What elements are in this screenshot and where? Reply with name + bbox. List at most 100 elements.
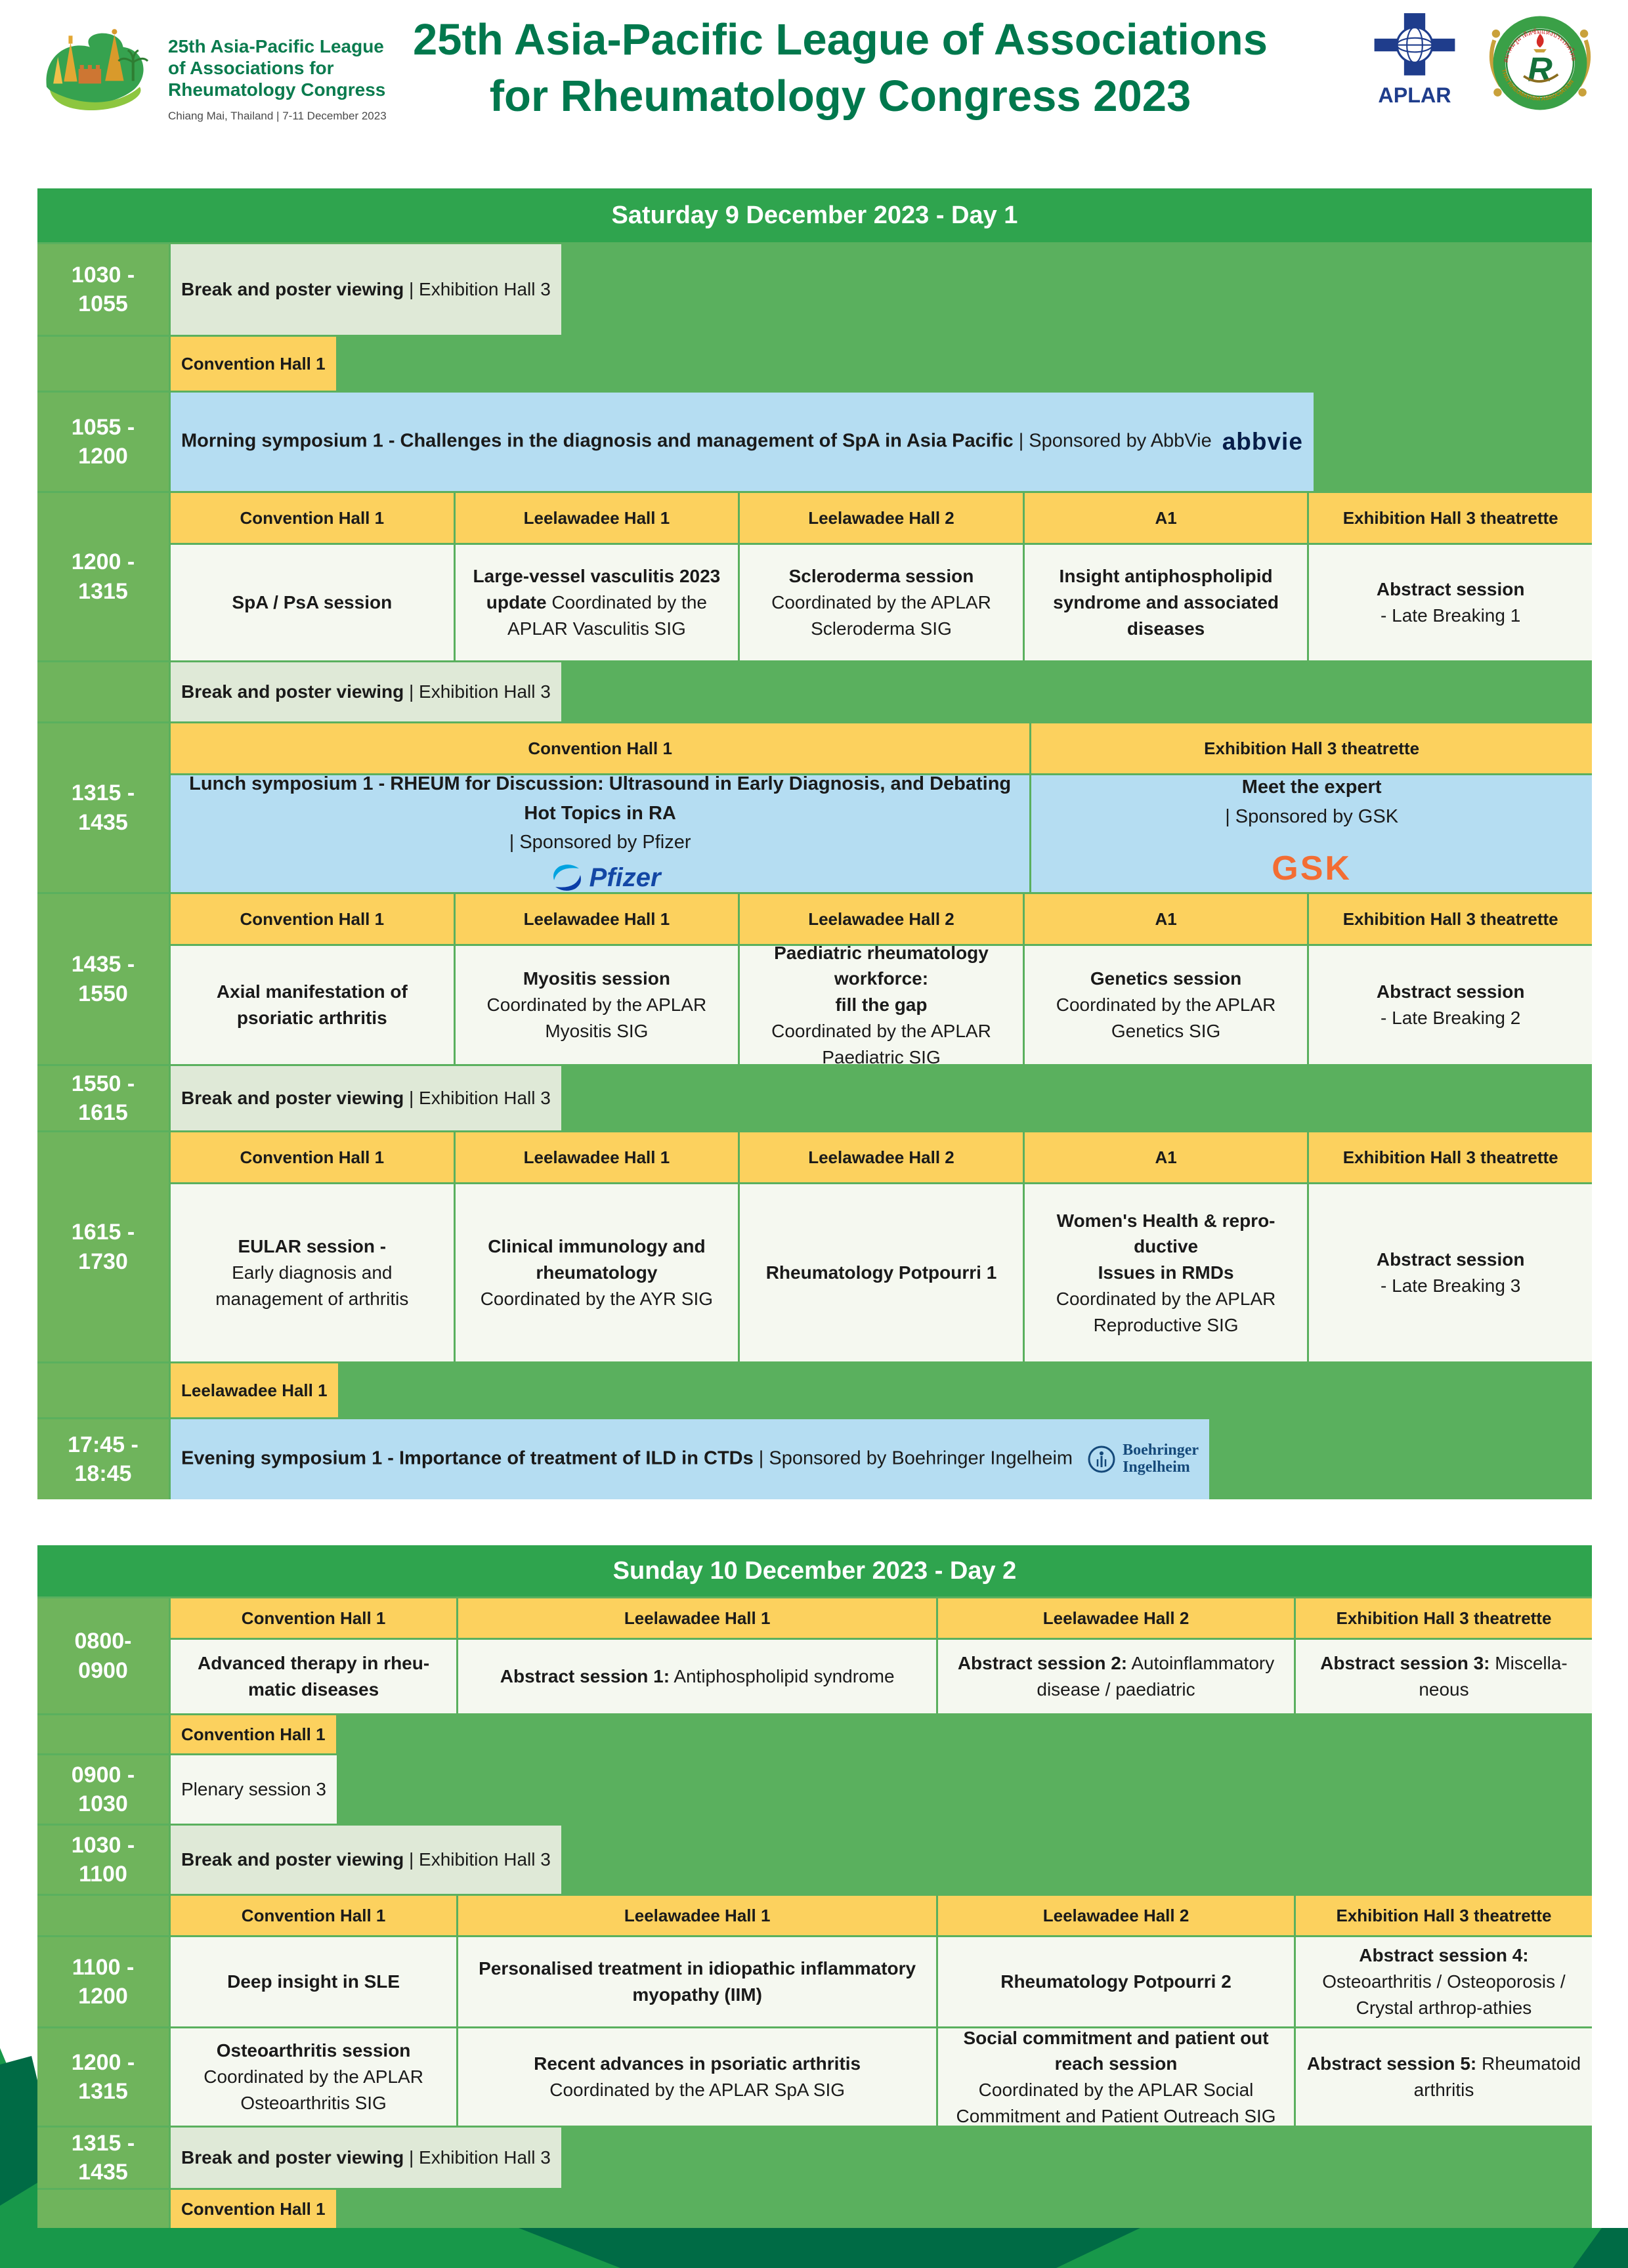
time-label-1315: 1315 - 1435 bbox=[37, 2128, 169, 2188]
hall-header: Leelawadee Hall 1 bbox=[458, 1896, 937, 1935]
gsk-logo: GSK bbox=[1272, 849, 1352, 888]
session-cell: Genetics session Coordinated by the APLAR… bbox=[1024, 946, 1308, 1064]
boehringer-ingelheim-logo: Boehringer Ingelheim bbox=[1087, 1442, 1199, 1476]
session-row: Axial manifestation of psoriatic arthrit… bbox=[171, 943, 1592, 1067]
session-cell: Abstract session 3: Miscella-neous bbox=[1295, 1640, 1592, 1713]
hall-bar-label: Convention Hall 1 bbox=[181, 1724, 326, 1744]
session-cell: EULAR session - Early diagnosis and manag… bbox=[171, 1184, 454, 1361]
symposium-title: Lunch symposium 1 - RHEUM for Discussion… bbox=[189, 773, 1012, 824]
hall-bar-label: Leelawadee Hall 1 bbox=[181, 1380, 328, 1400]
day2-header-label: Sunday 10 December 2023 - Day 2 bbox=[612, 1556, 1017, 1585]
aplar-logo: APLAR bbox=[1365, 9, 1464, 111]
break-row: Break and poster viewing | Exhibition Ha… bbox=[171, 244, 561, 335]
time-label-1200: 1200 - 1315 bbox=[37, 493, 169, 660]
time-spacer bbox=[37, 1715, 169, 1753]
day2-hall-bar-convention: Convention Hall 1 bbox=[37, 1715, 1592, 1753]
session-cell: Insight antiphospholipid syndrome and as… bbox=[1024, 545, 1308, 660]
session-cell: Clinical immunology and rheumatology Coor… bbox=[455, 1184, 739, 1361]
session-cell: Abstract session - Late Breaking 2 bbox=[1309, 946, 1592, 1064]
meet-the-expert-cell: Meet the expert | Sponsored by GSK GSK bbox=[1031, 775, 1592, 892]
hall-bar: Convention Hall 1 bbox=[171, 337, 336, 391]
plenary-row: Plenary session 3 bbox=[171, 1755, 337, 1824]
thai-rheumatism-association-logo: R สมาคมรูมาติสซั่มแห่งประเทศไทย THAI RHE… bbox=[1489, 16, 1591, 110]
hall-bar: Convention Hall 1 bbox=[171, 1715, 336, 1753]
day2-band-0800: 0800- 0900 Convention Hall 1 Leelawadee … bbox=[37, 1598, 1592, 1713]
day2-header: Sunday 10 December 2023 - Day 2 bbox=[37, 1545, 1592, 1596]
time-label-1055: 1055 - 1200 bbox=[37, 393, 169, 491]
hall-header: Leelawadee Hall 2 bbox=[740, 1132, 1023, 1182]
hall-header: Convention Hall 1 bbox=[171, 493, 454, 543]
page-title-line-1: 25th Asia-Pacific League of Associations bbox=[413, 15, 1268, 64]
day2-hall-header-band: Convention Hall 1 Leelawadee Hall 1 Leel… bbox=[37, 1896, 1592, 1935]
hall-header: A1 bbox=[1024, 493, 1308, 543]
session-cell: SpA / PsA session bbox=[171, 545, 454, 660]
hall-bar-label: Convention Hall 1 bbox=[181, 353, 326, 374]
session-row: Deep insight in SLE Personalised treatme… bbox=[171, 1937, 1592, 2026]
hall-header-row-split: Convention Hall 1 Exhibition Hall 3 thea… bbox=[171, 723, 1592, 773]
hall-header: Convention Hall 1 bbox=[171, 1598, 457, 1638]
break-row: Break and poster viewing | Exhibition Ha… bbox=[171, 1826, 561, 1894]
aplar-label: APLAR bbox=[1378, 83, 1451, 107]
plenary-label: Plenary session 3 bbox=[181, 1779, 327, 1800]
hall-header: Convention Hall 1 bbox=[171, 1132, 454, 1182]
hall-header: Exhibition Hall 3 theatrette bbox=[1031, 723, 1592, 773]
hall-header: Leelawadee Hall 1 bbox=[455, 1132, 739, 1182]
time-spacer bbox=[37, 662, 169, 721]
hall-header: Convention Hall 1 bbox=[171, 723, 1030, 773]
lunch-symposium-cell: Lunch symposium 1 - RHEUM for Discussion… bbox=[171, 773, 1030, 892]
day2-band-1200: 1200 - 1315 Osteoarthritis session Coordi… bbox=[37, 2028, 1592, 2126]
day1-band-1030: 1030 - 1055 Break and poster viewing | E… bbox=[37, 244, 1592, 335]
session-title: Meet the expert bbox=[1241, 776, 1382, 798]
session-cell: Women's Health & repro- ductive Issues i… bbox=[1024, 1184, 1308, 1361]
session-row: SpA / PsA session Large-vessel vasculiti… bbox=[171, 545, 1592, 660]
break-row: Break and poster viewing | Exhibition Ha… bbox=[171, 2128, 561, 2188]
hall-header: Convention Hall 1 bbox=[171, 894, 454, 944]
time-label-1550: 1550 - 1615 bbox=[37, 1066, 169, 1130]
hall-header-row: Convention Hall 1 Leelawadee Hall 1 Leel… bbox=[171, 493, 1592, 543]
symposium-row: Lunch symposium 1 - RHEUM for Discussion… bbox=[171, 773, 1592, 892]
time-label-0900: 0900 - 1030 bbox=[37, 1755, 169, 1824]
pfizer-swoosh-icon bbox=[553, 865, 581, 891]
day1-header-label: Saturday 9 December 2023 - Day 1 bbox=[611, 201, 1018, 229]
time-label-1030: 1030 - 1055 bbox=[37, 244, 169, 335]
footer-dark-trapezoid bbox=[519, 2228, 1140, 2268]
day1-band-1315: 1315 - 1435 Convention Hall 1 Exhibition… bbox=[37, 723, 1592, 892]
flame-icon bbox=[1536, 33, 1544, 48]
day2-hall-bar-convention-bottom: Convention Hall 1 bbox=[37, 2190, 1592, 2228]
session-cell: Personalised treatment in idiopathic inf… bbox=[458, 1937, 937, 2026]
time-label-1315: 1315 - 1435 bbox=[37, 723, 169, 892]
hall-header: Exhibition Hall 3 theatrette bbox=[1309, 493, 1592, 543]
day2-band-0900: 0900 - 1030 Plenary session 3 bbox=[37, 1755, 1592, 1824]
logo-line-1: 25th Asia-Pacific League bbox=[168, 36, 384, 56]
day2-band-1100: 1100 - 1200 Deep insight in SLE Personal… bbox=[37, 1937, 1592, 2026]
time-spacer bbox=[37, 2190, 169, 2228]
congress-logo-text: 25th Asia-Pacific League of Associations… bbox=[168, 17, 387, 123]
day1-band-break2: Break and poster viewing | Exhibition Ha… bbox=[37, 662, 1592, 721]
partner-logos: APLAR R สมาคมรูมาติสซั่มแห่งประเทศไทย bbox=[1365, 9, 1594, 117]
logo-subtitle: Chiang Mai, Thailand | 7-11 December 202… bbox=[168, 110, 387, 123]
session-cell: Recent advances in psoriatic arthritis Co… bbox=[458, 2028, 937, 2126]
session-cell: Paediatric rheumatology workforce: fill … bbox=[740, 943, 1023, 1067]
break-row: Break and poster viewing | Exhibition Ha… bbox=[171, 662, 561, 721]
hall-header: Leelawadee Hall 2 bbox=[938, 1598, 1294, 1638]
hall-header: Leelawadee Hall 1 bbox=[458, 1598, 937, 1638]
hall-bar: Convention Hall 1 bbox=[171, 2190, 336, 2228]
session-cell: Social commitment and patient out reach … bbox=[938, 2028, 1294, 2126]
session-cell: Myositis session Coordinated by the APLAR… bbox=[455, 946, 739, 1064]
hall-header: Leelawadee Hall 2 bbox=[740, 493, 1023, 543]
time-spacer bbox=[37, 1896, 169, 1935]
page-title-line-2: for Rheumatology Congress 2023 bbox=[489, 71, 1191, 121]
hall-header: A1 bbox=[1024, 894, 1308, 944]
time-spacer bbox=[37, 337, 169, 391]
session-row: Advanced therapy in rheu- matic diseases… bbox=[171, 1640, 1592, 1713]
day1-band-1055: 1055 - 1200 Morning symposium 1 - Challe… bbox=[37, 393, 1592, 491]
footer-dark-corner bbox=[1573, 2228, 1628, 2268]
evening-symposium-row: Evening symposium 1 - Importance of trea… bbox=[171, 1419, 1210, 1499]
page-header: 25th Asia-Pacific League of Associations… bbox=[0, 0, 1628, 188]
session-cell: Abstract session 4: Osteoarthritis / Ost… bbox=[1295, 1937, 1592, 2026]
session-cell: Rheumatology Potpourri 2 bbox=[938, 1937, 1294, 2026]
hall-header: Leelawadee Hall 2 bbox=[938, 1896, 1294, 1935]
congress-logo: 25th Asia-Pacific League of Associations… bbox=[38, 17, 387, 123]
symposium-title: Evening symposium 1 - Importance of trea… bbox=[181, 1447, 754, 1469]
hall-header-row: Convention Hall 1 Leelawadee Hall 1 Leel… bbox=[171, 1896, 1592, 1935]
